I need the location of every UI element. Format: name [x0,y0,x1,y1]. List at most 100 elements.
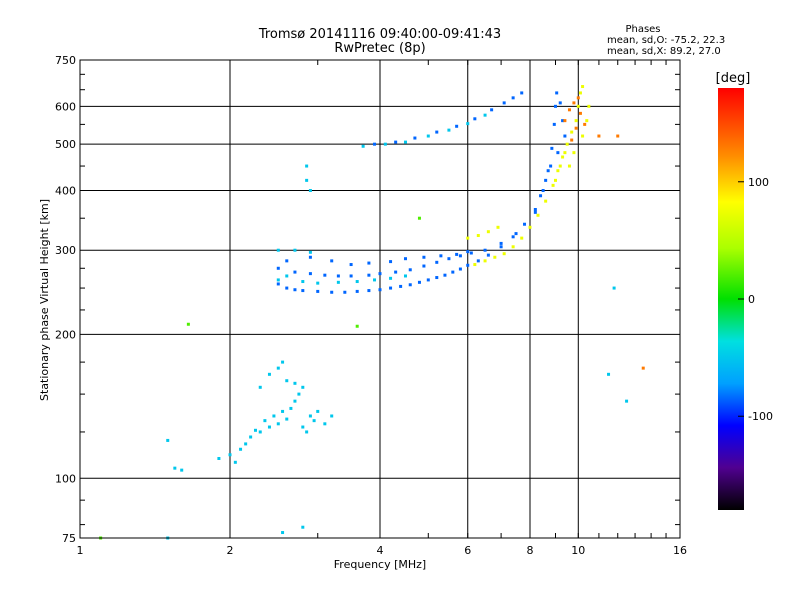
scatter-point [625,399,629,403]
scatter-point [276,248,280,252]
phase-box-heading: Phases [625,24,660,35]
scatter-point [180,468,184,472]
scatter-point [422,255,426,259]
scatter-point [367,289,371,293]
scatter-point [574,119,578,123]
scatter-point [544,178,548,182]
scatter-point [305,178,309,182]
scatter-point [355,324,359,328]
scatter-point [458,267,462,271]
scatter-point [293,381,297,385]
scatter-point [616,134,620,138]
y-tick-label: 200 [55,328,76,341]
scatter-point [426,134,430,138]
phase-box-o-line: mean, sd,O: -75.2, 22.3 [607,35,725,46]
scatter-point [572,151,576,155]
scatter-point [249,435,253,439]
scatter-point [458,254,462,258]
chart-title: Tromsø 20141116 09:40:00-09:41:43 [258,27,501,42]
scatter-point [417,280,421,284]
scatter-point [276,278,280,282]
colorbar-tick-label: -100 [748,410,773,423]
scatter-point [308,250,312,254]
x-tick-label: 1 [77,544,84,557]
y-tick-label: 600 [55,100,76,113]
scatter-point [435,260,439,264]
scatter-point [499,245,503,249]
scatter-point [258,385,262,389]
scatter-point [511,235,515,239]
scatter-point [361,144,365,148]
scatter-point [403,274,407,278]
scatter-point [276,266,280,270]
scatter-point [166,438,170,442]
scatter-point [546,169,550,173]
scatter-point [355,280,359,284]
scatter-point [403,140,407,144]
scatter-point [305,430,309,434]
scatter-point [217,456,221,460]
scatter-point [549,164,553,168]
scatter-point [336,274,340,278]
scatter-point [486,253,490,257]
scatter-point [285,417,289,421]
scatter-point [583,122,587,126]
x-tick-label: 2 [227,544,234,557]
scatter-point [486,230,490,234]
scatter-point [312,419,316,423]
scatter-point [316,409,320,413]
x-tick-label: 6 [464,544,471,557]
scatter-point [228,453,232,457]
scatter-point [301,385,305,389]
scatter-point [473,263,477,267]
colorbar-tick-label: 0 [748,293,755,306]
scatter-point [550,146,554,150]
scatter-point [561,155,565,159]
scatter-point [499,241,503,245]
scatter-point [330,290,334,294]
scatter-point [570,138,574,142]
scatter-point [330,414,334,418]
scatter-point [476,259,480,263]
scatter-point [293,288,297,292]
scatter-point [330,259,334,263]
scatter-point [173,466,177,470]
x-tick-label: 16 [673,544,687,557]
scatter-point [556,151,560,155]
scatter-point [289,406,293,410]
scatter-point [343,290,347,294]
scatter-point [267,425,271,429]
scatter-point [417,216,421,220]
chart-subtitle: RwPretec (8p) [334,41,425,56]
scatter-point [394,140,398,144]
scatter-point [511,245,515,249]
scatter-point [558,101,562,105]
scatter-point [483,248,487,252]
colorbar-label: [deg] [716,71,751,86]
scatter-point [394,270,398,274]
scatter-point [308,188,312,192]
y-tick-label: 100 [55,472,76,485]
x-tick-label: 10 [571,544,585,557]
scatter-point [408,283,412,287]
scatter-point [413,136,417,140]
y-tick-label: 750 [55,54,76,67]
scatter-point [567,164,571,168]
scatter-point [502,252,506,256]
scatter-point [301,525,305,529]
scatter-point [285,286,289,290]
scatter-point [567,108,571,112]
colorbar-tick-label: 100 [748,176,769,189]
scatter-point [533,208,537,212]
scatter-point [186,322,190,326]
scatter-point [578,111,582,115]
scatter-point [544,199,548,203]
scatter-point [576,104,580,108]
scatter-point [244,442,248,446]
scatter-point [389,276,393,280]
scatter-point [293,399,297,403]
scatter-point [514,232,518,236]
scatter-point [587,104,591,108]
scatter-point [435,130,439,134]
scatter-point [574,126,578,130]
